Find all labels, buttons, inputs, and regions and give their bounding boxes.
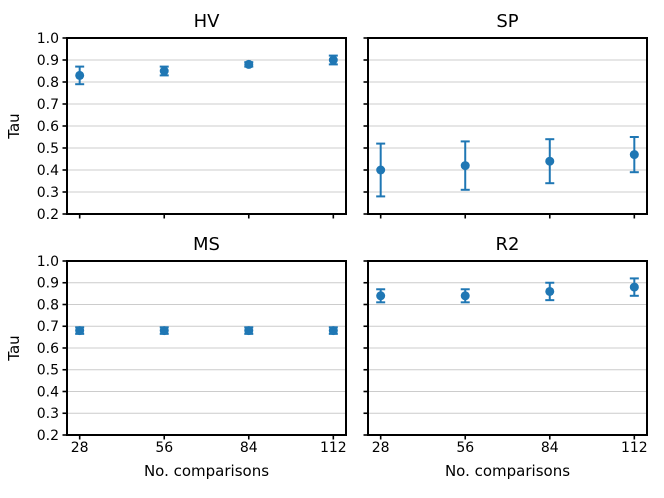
x-tick-label: 28 — [71, 440, 89, 456]
data-point-marker — [545, 156, 555, 166]
y-tick-label: 0.2 — [37, 207, 59, 223]
data-point-marker — [244, 326, 254, 336]
y-tick-label: 1.0 — [37, 254, 59, 270]
y-tick-label: 0.7 — [37, 319, 59, 335]
data-point-marker — [159, 66, 169, 76]
x-tick-label: 84 — [240, 440, 258, 456]
y-tick-label: 0.8 — [37, 297, 59, 313]
y-tick-label: 0.5 — [37, 141, 59, 157]
subplot-title-sp: SP — [496, 11, 519, 32]
y-tick-label: 0.9 — [37, 276, 59, 292]
data-point-marker — [328, 55, 338, 65]
y-tick-label: 0.7 — [37, 97, 59, 113]
x-tick-label: 28 — [372, 440, 390, 456]
y-tick-label: 1.0 — [37, 31, 59, 47]
y-tick-label: 0.6 — [37, 119, 59, 135]
subplot-title-ms: MS — [193, 234, 220, 255]
x-axis-label-right-column: No. comparisons — [444, 462, 571, 480]
data-point-marker — [629, 282, 639, 292]
y-tick-label: 0.6 — [37, 341, 59, 357]
subplot-ms: 1.0 0.9 0.8 0.7 0.6 0.5 0.4 0.3 0.2 28 56 84 112 — [37, 254, 347, 456]
data-point-marker — [75, 70, 85, 80]
y-tick-label: 0.5 — [37, 363, 59, 379]
y-axis-label-bottom-row: Tau — [5, 335, 23, 361]
x-axis-label-left-column: No. comparisons — [143, 462, 270, 480]
subplot-sp — [363, 37, 648, 219]
y-tick-label: 0.2 — [37, 428, 59, 444]
y-tick-label: 0.4 — [37, 163, 59, 179]
subplot-title-hv: HV — [193, 11, 220, 32]
y-tick-label: 0.3 — [37, 185, 59, 201]
data-point-marker — [159, 326, 169, 336]
data-point-marker — [328, 326, 338, 336]
subplot-title-r2: R2 — [495, 234, 520, 255]
data-point-marker — [545, 286, 555, 296]
y-tick-label: 0.9 — [37, 53, 59, 69]
data-point-marker — [460, 291, 470, 301]
y-axis-label-top-row: Tau — [5, 113, 23, 139]
x-tick-label: 84 — [541, 440, 559, 456]
data-point-marker — [244, 59, 254, 69]
x-tick-label: 56 — [155, 440, 173, 456]
subplot-r2: 28 56 84 112 — [363, 260, 648, 456]
y-tick-label: 0.4 — [37, 384, 59, 400]
x-tick-label: 56 — [456, 440, 474, 456]
x-tick-label: 112 — [621, 440, 648, 456]
y-tick-label: 0.8 — [37, 75, 59, 91]
y-tick-label: 0.3 — [37, 406, 59, 422]
data-point-marker — [376, 291, 386, 301]
x-tick-label: 112 — [320, 440, 347, 456]
data-point-marker — [376, 165, 386, 175]
data-point-marker — [629, 150, 639, 160]
subplot-hv: 1.0 0.9 0.8 0.7 0.6 0.5 0.4 0.3 0.2 — [37, 31, 347, 223]
data-point-marker — [75, 326, 85, 336]
data-point-marker — [460, 161, 470, 171]
